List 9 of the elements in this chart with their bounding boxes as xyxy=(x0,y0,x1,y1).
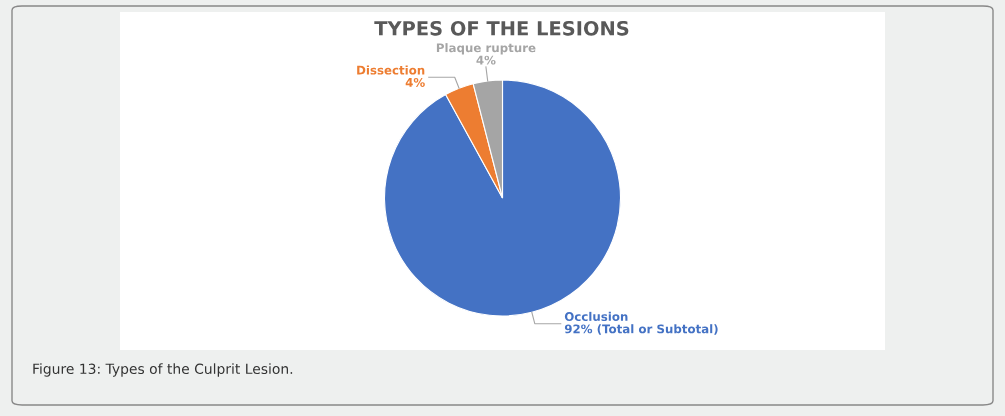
data-label: 4% xyxy=(476,55,496,65)
slice-label: Occlusion xyxy=(564,311,628,321)
caption: Figure 13: Types of the Culprit Lesion. xyxy=(33,363,293,377)
slice-label: Dissection xyxy=(357,65,425,75)
chart-title: TYPES OF THE LESIONS xyxy=(374,20,629,36)
data-label: 92% (Total or Subtotal) xyxy=(564,324,718,335)
data-label: 4% xyxy=(405,77,425,87)
slice-label: Plaque rupture xyxy=(436,43,536,55)
pie-slice xyxy=(445,83,504,199)
